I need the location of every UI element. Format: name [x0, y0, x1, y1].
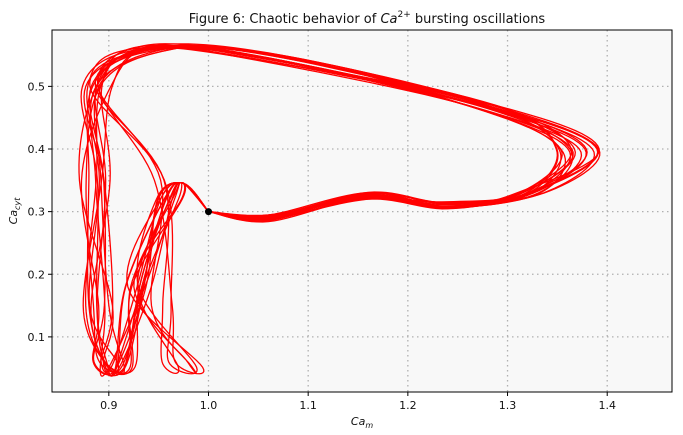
y-tick-label-2: 0.3: [28, 206, 46, 219]
chart-title-math-sup: 2+: [398, 10, 411, 20]
chart-title-math: Ca: [380, 12, 397, 27]
chart-title: Figure 6: Chaotic behavior of Ca2+ burst…: [189, 10, 546, 27]
start-point-marker: [204, 208, 212, 216]
x-tick-label-3: 1.2: [399, 399, 417, 412]
axis-ticks: 0.9 1.0 1.1 1.2 1.3 1.4 0.1 0.2 0.3 0.4 0.5: [28, 80, 616, 412]
y-axis-label-sub: cyt: [13, 197, 22, 210]
y-axis-label-main: Ca: [7, 210, 20, 225]
x-axis-label: Cam: [351, 415, 373, 430]
y-tick-label-0: 0.1: [28, 331, 46, 344]
x-axis-label-main: Ca: [351, 415, 366, 428]
chart-title-prefix: Figure 6: Chaotic behavior of: [189, 12, 381, 27]
trajectory-loop-17: [89, 46, 583, 375]
trajectory-loop-9: [93, 44, 599, 373]
x-tick-label-4: 1.3: [499, 399, 517, 412]
x-tick-label-5: 1.4: [598, 399, 616, 412]
y-tick-label-1: 0.2: [28, 268, 46, 281]
x-axis-label-sub: m: [365, 421, 373, 430]
plot-frame: [51, 29, 673, 393]
trajectory-loop-16: [78, 43, 573, 377]
y-tick-label-4: 0.5: [28, 80, 46, 93]
y-tick-label-3: 0.4: [28, 143, 46, 156]
x-tick-label-0: 0.9: [100, 399, 118, 412]
chart-title-suffix: bursting oscillations: [411, 12, 546, 27]
y-axis-label: Cacyt: [7, 197, 22, 225]
x-tick-label-1: 1.0: [200, 399, 218, 412]
trajectory-layer: [78, 43, 601, 377]
x-tick-label-2: 1.1: [299, 399, 317, 412]
